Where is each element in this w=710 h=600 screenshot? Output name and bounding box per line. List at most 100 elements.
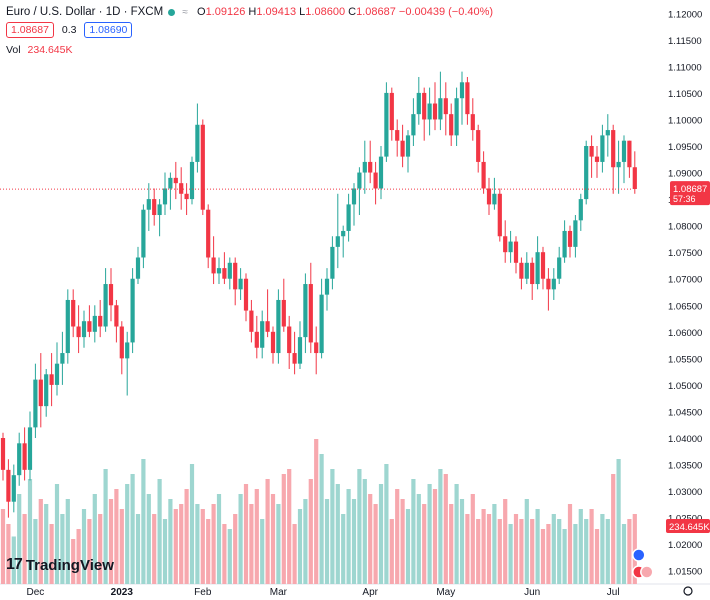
volume-bar [38, 499, 43, 584]
volume-bar [389, 519, 394, 584]
candle-body [179, 183, 184, 194]
volume-bar [265, 479, 270, 584]
volume-bar [378, 484, 384, 584]
candle-body [173, 177, 178, 184]
candle-body [71, 299, 76, 327]
economic-event-icon[interactable] [632, 548, 646, 562]
candle-body [573, 220, 578, 247]
candle-body [11, 475, 16, 502]
last-price-value: 1.08687 [673, 184, 707, 195]
volume-marker-value: 234.645K [669, 522, 710, 533]
volume-bar [395, 489, 400, 584]
settings-icon[interactable] [683, 586, 693, 596]
candle-body [157, 204, 162, 216]
volume-label[interactable]: Vol [6, 44, 21, 56]
volume-bar [400, 499, 405, 584]
candle-body [135, 257, 141, 279]
volume-bar [481, 509, 486, 584]
volume-bar [195, 504, 200, 584]
tradingview-logo-icon: 17 [6, 556, 23, 573]
volume-bar [335, 484, 340, 584]
candle-body [535, 252, 540, 285]
visibility-toggle-icon[interactable]: ≈ [182, 7, 188, 18]
candle-body [427, 103, 432, 120]
y-tick-label: 1.07500 [668, 248, 702, 259]
volume-bar [632, 514, 637, 584]
volume-bar [11, 536, 16, 584]
volume-bar [108, 499, 114, 584]
low-value: 1.08600 [305, 6, 346, 18]
candle-body [270, 331, 276, 354]
volume-bar [443, 474, 448, 584]
volume-bar [416, 494, 421, 584]
volume-bar [114, 489, 119, 584]
volume-bar [276, 504, 281, 584]
candle-body [443, 98, 448, 115]
volume-bar [146, 494, 151, 584]
y-tick-label: 1.09000 [668, 169, 702, 180]
candle-body [287, 326, 292, 354]
buy-button[interactable]: 1.08690 [84, 22, 133, 38]
volume-bar [362, 479, 367, 584]
candle-body [195, 124, 200, 162]
candle-body [27, 427, 33, 470]
x-tick-label: 2023 [111, 587, 134, 598]
last-price-marker[interactable] [670, 181, 710, 206]
volume-bar [303, 499, 308, 584]
volume-bar [330, 469, 335, 584]
candle-body [184, 193, 189, 200]
candle-body [530, 262, 535, 285]
candle-body [98, 315, 103, 327]
symbol-title[interactable]: Euro / U.S. Dollar · 1D · FXCM [6, 6, 164, 18]
volume-bar [503, 499, 508, 584]
volume-bar [600, 514, 605, 584]
candle-body [459, 82, 465, 99]
economic-event-icon[interactable] [640, 565, 654, 579]
market-status-icon [168, 8, 176, 16]
y-tick-label: 1.04000 [668, 434, 702, 445]
volume-bar [103, 469, 108, 584]
volume-bar [573, 524, 578, 584]
y-tick-label: 1.10000 [668, 115, 702, 126]
candle-body [108, 284, 114, 306]
volume-bar [71, 539, 76, 584]
volume-bar [216, 494, 222, 584]
candle-body [254, 331, 259, 348]
candle-body [76, 326, 81, 338]
volume-marker [666, 519, 710, 533]
candle-body [584, 146, 589, 200]
volume-bar [98, 514, 103, 584]
candle-body [470, 114, 475, 131]
candle-body [87, 321, 92, 332]
volume-bar [324, 499, 330, 584]
candle-body [632, 167, 637, 190]
high-value: 1.09413 [256, 6, 297, 18]
volume-bar [227, 529, 232, 584]
x-tick-label: Jul [607, 587, 620, 598]
volume-bar [308, 479, 313, 584]
sell-button[interactable]: 1.08687 [6, 22, 54, 38]
candle-body [449, 114, 454, 136]
candle-body [416, 92, 421, 115]
candle-body [476, 130, 481, 162]
volume-legend: Vol 234.645K [6, 44, 73, 56]
volume-bar [287, 469, 292, 584]
candle-body [341, 230, 346, 237]
volume-bar [476, 519, 481, 584]
candle-body [362, 161, 367, 173]
volume-bar [368, 494, 373, 584]
candle-body [54, 363, 60, 385]
candle-body [238, 278, 243, 290]
candle-body [125, 342, 130, 359]
candle-body [103, 284, 108, 327]
volume-bar [384, 464, 389, 584]
tradingview-logo[interactable]: 17 TradingView [6, 556, 114, 574]
volume-bar [238, 494, 243, 584]
y-tick-label: 1.01500 [668, 567, 702, 578]
volume-bar [621, 524, 627, 584]
countdown-value: 57:36 [673, 194, 696, 204]
volume-bar [567, 504, 573, 584]
y-tick-label: 1.12000 [668, 9, 702, 20]
candle-body [222, 268, 227, 279]
